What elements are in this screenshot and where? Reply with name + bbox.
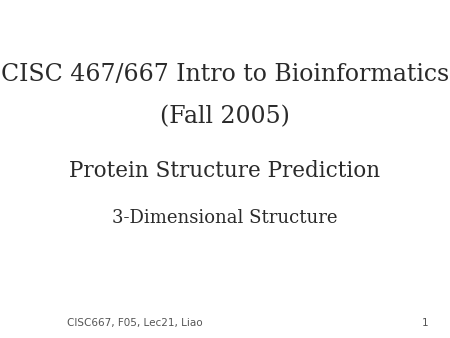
Text: (Fall 2005): (Fall 2005) [160,105,290,128]
Text: 3-Dimensional Structure: 3-Dimensional Structure [112,209,338,227]
Text: CISC 467/667 Intro to Bioinformatics: CISC 467/667 Intro to Bioinformatics [1,63,449,86]
Text: 1: 1 [422,318,428,328]
Text: CISC667, F05, Lec21, Liao: CISC667, F05, Lec21, Liao [67,318,203,328]
Text: Protein Structure Prediction: Protein Structure Prediction [69,160,381,182]
